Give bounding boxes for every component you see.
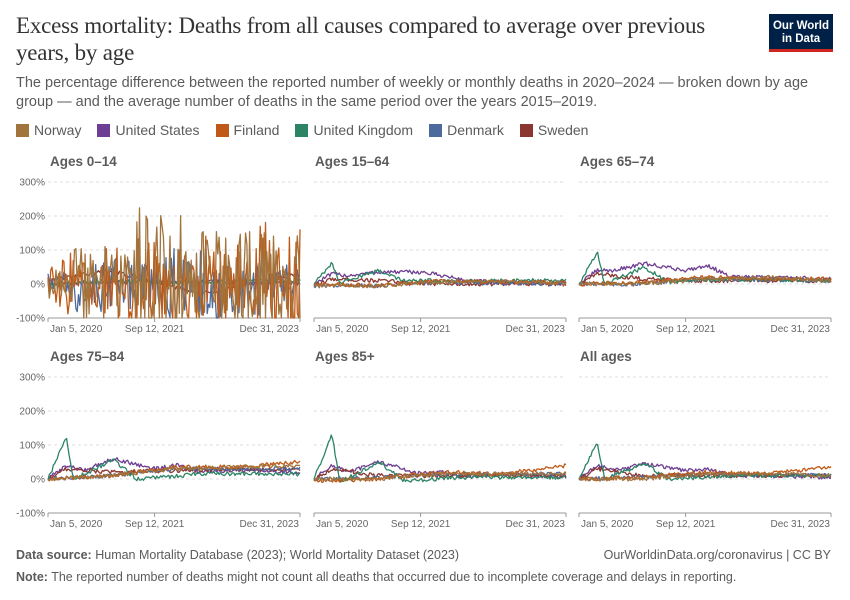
y-tick-label: 300% (19, 178, 45, 189)
series-line (47, 437, 301, 482)
chart-subtitle: The percentage difference between the re… (16, 75, 809, 110)
y-tick-label: 100% (19, 441, 45, 452)
panel: Ages 65–74 Jan 5, 2020 Sep 12, 2021 Dec 31,… (578, 154, 832, 335)
footnote: Note: The reported number of deaths migh… (16, 570, 736, 584)
y-tick-label: 300% (19, 373, 45, 384)
y-tick-label: -100% (16, 509, 45, 520)
x-tick-label: Jan 5, 2020 (581, 519, 634, 530)
series-line (47, 463, 301, 482)
legend-item[interactable]: United Kingdom (295, 122, 413, 138)
footer-link[interactable]: OurWorldinData.org/coronavirus | CC BY (603, 548, 831, 562)
y-tick-label: 200% (19, 407, 45, 418)
legend-swatch (215, 123, 229, 137)
legend: Norway United States Finland United Kingdom… (16, 122, 588, 138)
series-line (578, 443, 832, 482)
panel: All ages Jan 5, 2020 Sep 12, 2021 Dec 31, 2… (578, 349, 832, 530)
y-tick-label: -100% (16, 314, 45, 325)
data-source: Data source: Human Mortality Database (2… (16, 548, 459, 562)
x-tick-label: Dec 31, 2023 (240, 324, 300, 335)
panel: Ages 75–84 -100% 0% 100% 200% 300% Jan 5, 2020… (16, 349, 301, 530)
x-tick-label: Jan 5, 2020 (50, 324, 103, 335)
series-line (313, 278, 567, 289)
panel-title: Ages 0–14 (50, 154, 117, 169)
legend-swatch (97, 123, 111, 137)
panel-title: Ages 75–84 (50, 349, 125, 364)
x-tick-label: Sep 12, 2021 (656, 519, 716, 530)
legend-label: United Kingdom (313, 122, 414, 138)
legend-swatch (295, 123, 309, 137)
series-line (47, 207, 301, 319)
panel-title: All ages (580, 349, 632, 364)
source-text[interactable]: Human Mortality Database (2023); World M… (95, 548, 460, 562)
legend-item[interactable]: United States (97, 122, 200, 138)
series-line (578, 251, 832, 286)
legend-item[interactable]: Finland (215, 122, 280, 138)
logo-accent-bar (769, 49, 833, 52)
note-text: The reported number of deaths might not … (51, 570, 737, 584)
chart-title: Excess mortality: Deaths from all causes… (16, 13, 706, 65)
panel-title: Ages 85+ (315, 349, 375, 364)
x-tick-label: Sep 12, 2021 (391, 519, 451, 530)
series-line (313, 261, 567, 286)
logo-line-2: in Data (781, 33, 821, 45)
legend-swatch (519, 123, 533, 137)
series-line (313, 278, 567, 289)
source-label: Data source: (16, 548, 92, 562)
y-tick-label: 200% (19, 212, 45, 223)
x-tick-label: Dec 31, 2023 (506, 519, 566, 530)
x-tick-label: Sep 12, 2021 (125, 324, 185, 335)
legend-label: United States (115, 122, 200, 138)
series-line (578, 471, 832, 482)
logo-line-1: Our World (772, 20, 829, 32)
x-tick-label: Sep 12, 2021 (391, 324, 451, 335)
series-line (313, 471, 567, 482)
legend-item[interactable]: Denmark (429, 122, 504, 138)
legend-label: Finland (233, 122, 280, 138)
legend-swatch (16, 123, 29, 137)
legend-swatch (429, 123, 443, 137)
x-tick-label: Jan 5, 2020 (316, 324, 369, 335)
y-tick-label: 0% (31, 280, 46, 291)
panel-title: Ages 65–74 (580, 154, 655, 169)
x-tick-label: Sep 12, 2021 (656, 324, 716, 335)
legend-label: Denmark (447, 122, 504, 138)
y-tick-label: 0% (31, 475, 46, 486)
x-tick-label: Dec 31, 2023 (771, 324, 831, 335)
note-label: Note: (16, 570, 48, 584)
x-tick-label: Sep 12, 2021 (125, 519, 185, 530)
legend-label: Sweden (537, 122, 589, 138)
panel: Ages 85+ Jan 5, 2020 Sep 12, 2021 Dec 31, 2… (313, 349, 567, 530)
legend-item[interactable]: Norway (16, 122, 81, 138)
panel: Ages 0–14 -100% 0% 100% 200% 300% Jan 5, 2020 S… (16, 154, 301, 335)
y-tick-label: 100% (19, 246, 45, 257)
owid-logo[interactable]: Our World in Data (769, 14, 833, 52)
x-tick-label: Jan 5, 2020 (50, 519, 103, 530)
legend-item[interactable]: Sweden (519, 122, 589, 138)
panel: Ages 15–64 Jan 5, 2020 Sep 12, 2021 Dec 31,… (313, 154, 567, 335)
x-tick-label: Dec 31, 2023 (506, 324, 566, 335)
series-line (313, 434, 567, 483)
x-tick-label: Jan 5, 2020 (581, 324, 634, 335)
panel-title: Ages 15–64 (315, 154, 390, 169)
series-line (47, 466, 301, 481)
x-tick-label: Dec 31, 2023 (771, 519, 831, 530)
x-tick-label: Dec 31, 2023 (240, 519, 300, 530)
legend-label: Norway (34, 122, 82, 138)
x-tick-label: Jan 5, 2020 (316, 519, 369, 530)
series-line (578, 274, 832, 287)
